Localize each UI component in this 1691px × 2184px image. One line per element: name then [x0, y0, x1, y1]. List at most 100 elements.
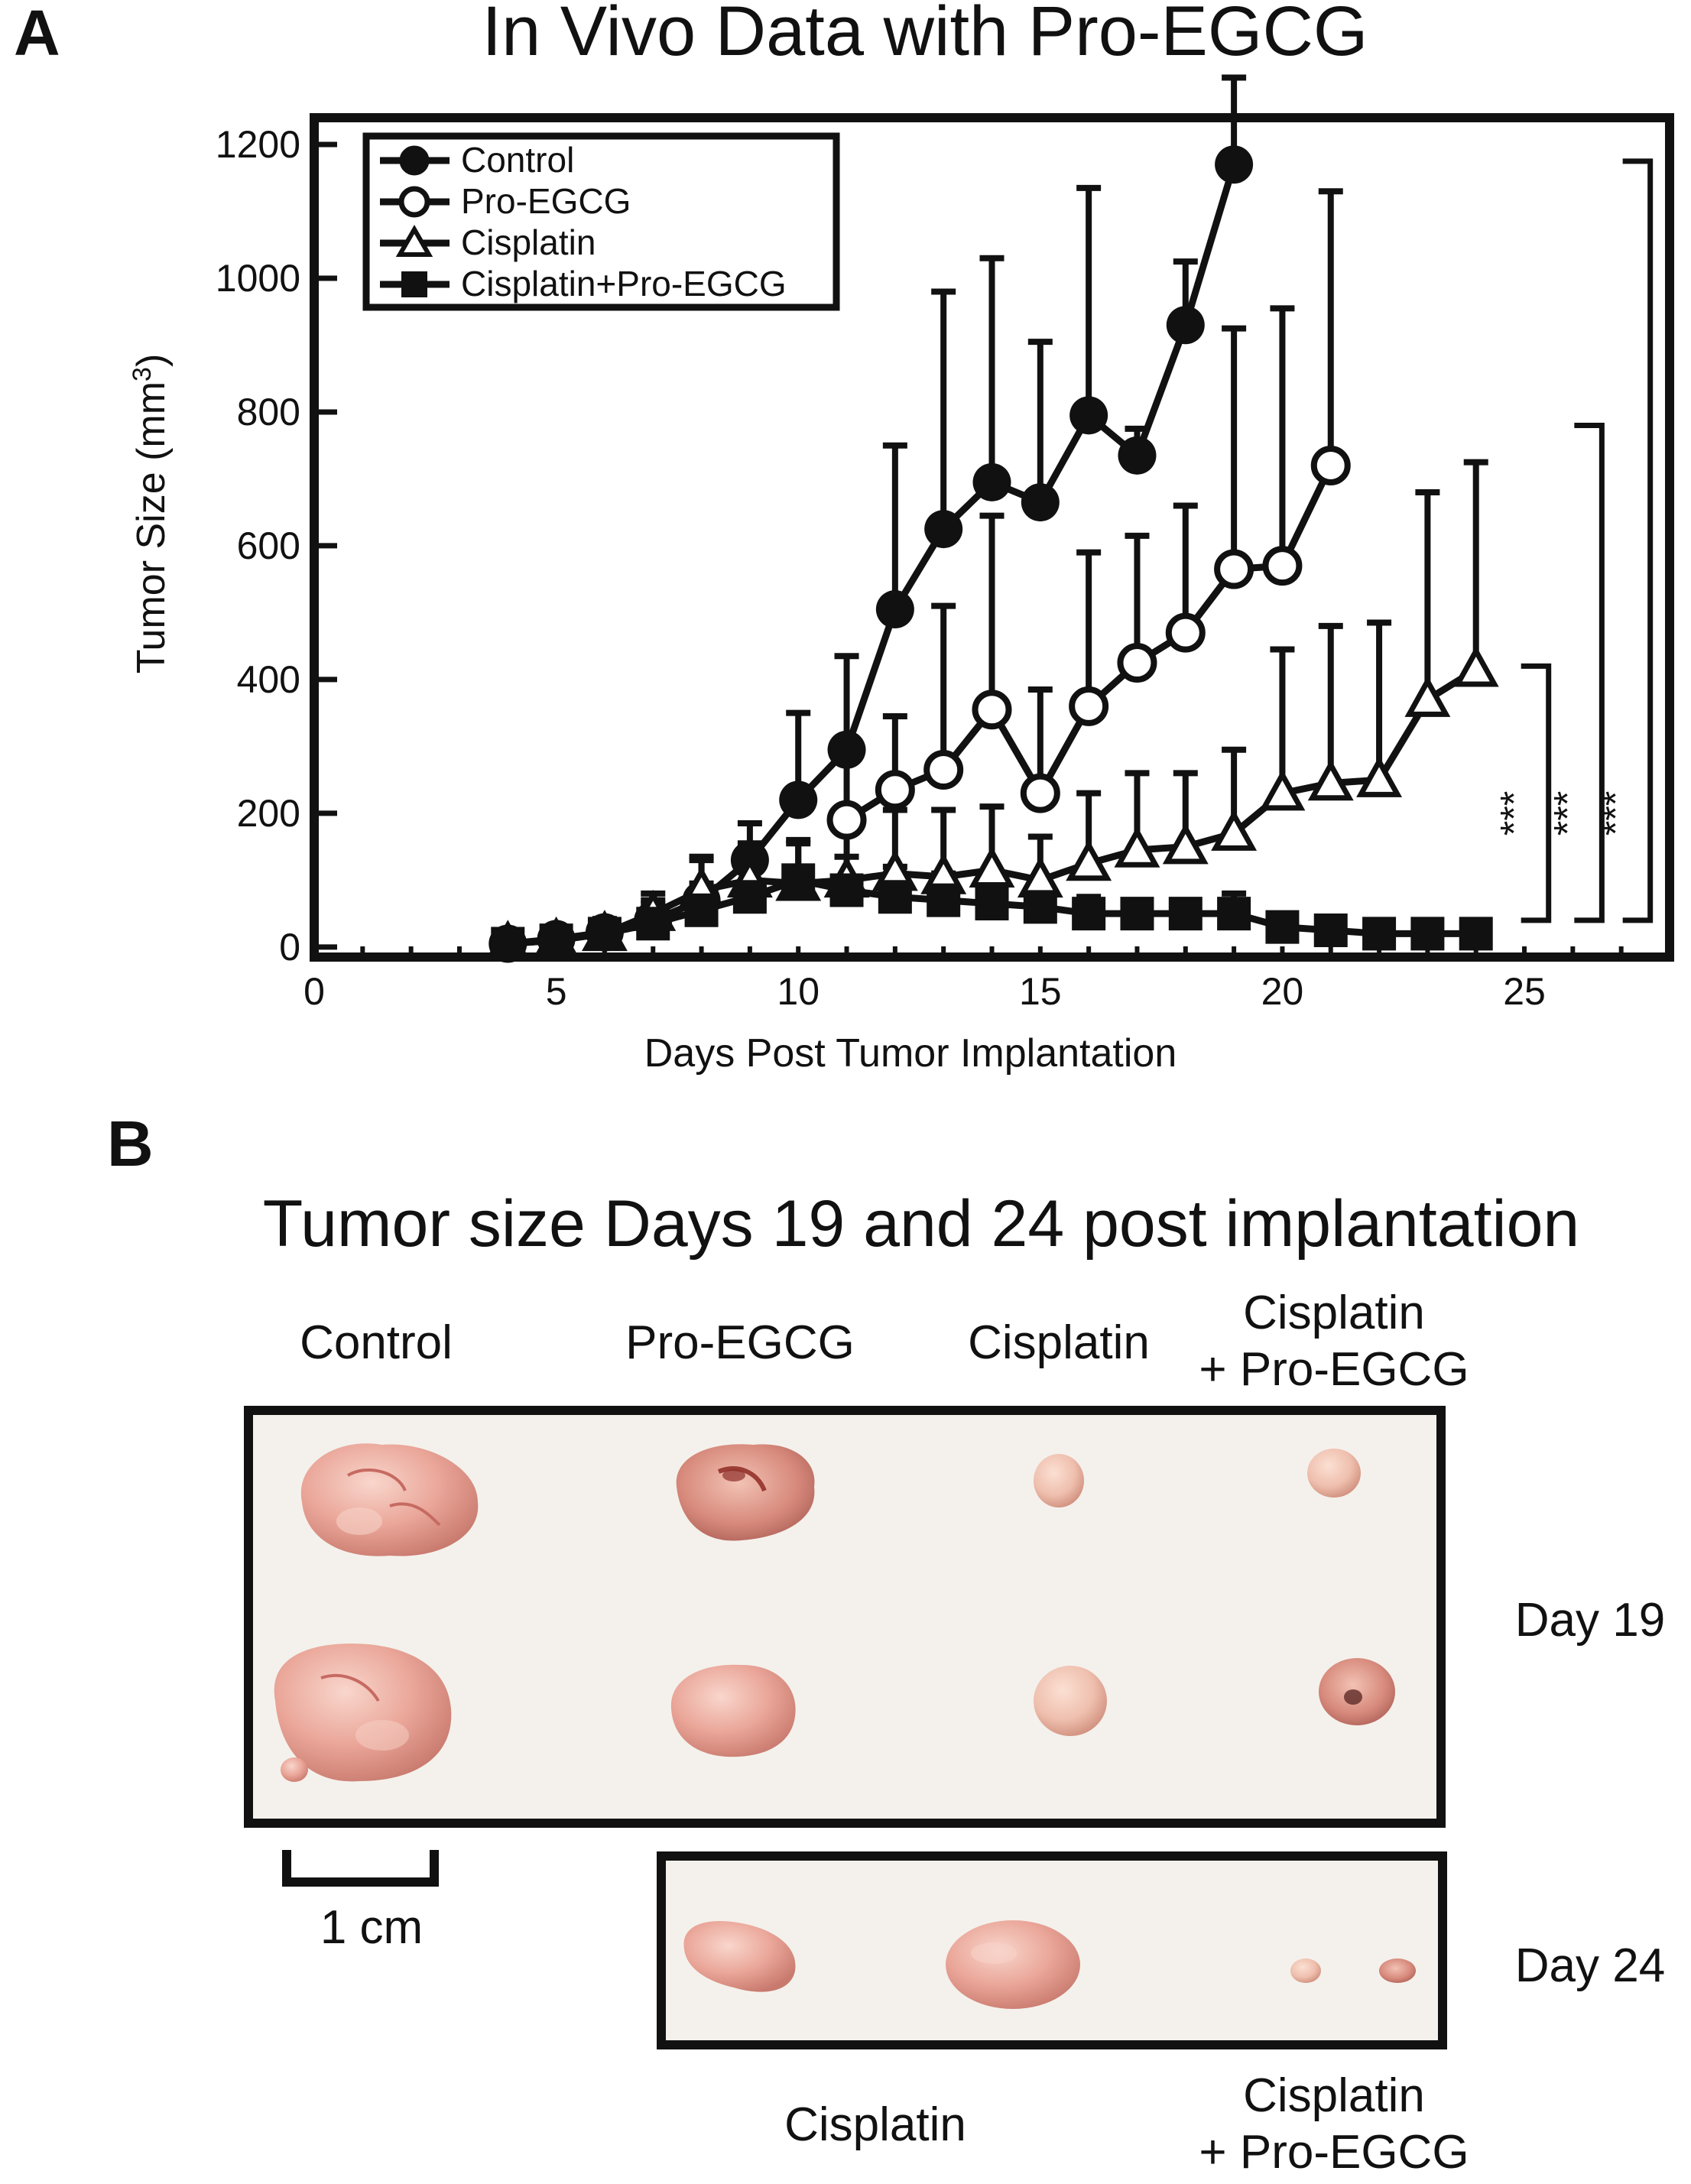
bottom-label-combo-line2: + Pro-EGCG — [1199, 2126, 1469, 2179]
significance-bracket-1 — [1521, 663, 1552, 923]
data-point-cisplatin-pro-egcg — [927, 883, 961, 917]
legend-box — [362, 132, 840, 311]
column-label-combo-line2: + Pro-EGCG — [1199, 1343, 1469, 1396]
data-point-cisplatin-pro-egcg — [1072, 897, 1106, 931]
tumor-pro-egcg-2 — [670, 1664, 796, 1757]
panel-b-letter: B — [107, 1108, 154, 1180]
data-point-cisplatin — [1066, 839, 1112, 881]
data-point-cisplatin-pro-egcg — [1459, 917, 1493, 951]
y-tick-label: 1000 — [216, 257, 300, 300]
data-point-pro-egcg — [1262, 546, 1303, 586]
data-point-cisplatin-pro-egcg — [1168, 897, 1203, 931]
data-point-cisplatin-pro-egcg — [1023, 890, 1057, 924]
data-point-cisplatin-pro-egcg — [1362, 917, 1397, 951]
data-point-control — [875, 590, 914, 629]
legend-label-pro-egcg: Pro-EGCG — [461, 181, 631, 221]
data-point-cisplatin — [1211, 809, 1258, 851]
y-tick-label: 1200 — [216, 123, 300, 166]
tumor-combo-1 — [1307, 1449, 1361, 1498]
legend-item-cisplatin: Cisplatin — [380, 222, 596, 262]
tumor-cisplatin-1 — [1034, 1454, 1084, 1507]
significance-label-2: *** — [1546, 791, 1589, 836]
x-axis-label: Days Post Tumor Implantation — [644, 1031, 1177, 1076]
data-point-cisplatin — [1259, 769, 1306, 811]
data-point-cisplatin-pro-egcg — [1217, 897, 1251, 931]
data-point-control — [924, 510, 963, 549]
bottom-label-cisplatin: Cisplatin — [784, 2098, 966, 2151]
data-point-cisplatin-pro-egcg — [732, 880, 767, 914]
significance-bracket-3 — [1622, 158, 1654, 923]
x-tick-label: 20 — [1261, 970, 1304, 1013]
data-point-control — [1215, 145, 1254, 184]
tumor-pro-egcg-1 — [676, 1444, 815, 1541]
significance-bracket-2 — [1574, 422, 1605, 923]
tumor-control-1 — [300, 1443, 479, 1556]
data-point-cisplatin — [1114, 826, 1160, 868]
data-point-cisplatin — [1356, 755, 1403, 797]
tumor-combo-2 — [1319, 1658, 1395, 1725]
column-label-pro-egcg: Pro-EGCG — [625, 1316, 855, 1369]
data-point-cisplatin-pro-egcg — [1120, 897, 1154, 931]
data-point-cisplatin-pro-egcg — [1265, 910, 1300, 944]
data-point-cisplatin-pro-egcg — [587, 917, 622, 951]
data-point-cisplatin — [969, 846, 1015, 888]
y-axis-label: Tumor Size (mm3) — [128, 354, 174, 674]
y-axis: 0 200 400 600 800 1000 1200 — [216, 123, 337, 969]
data-point-pro-egcg — [1069, 686, 1109, 726]
day19-photo — [244, 1406, 1446, 1828]
panel-a-letter: A — [14, 0, 60, 69]
open-triangle-marker-icon — [395, 224, 433, 257]
data-point-control — [1069, 396, 1108, 435]
x-tick-label: 10 — [777, 970, 820, 1013]
data-point-cisplatin — [1307, 759, 1354, 801]
column-label-combo-line1: Cisplatin — [1243, 1287, 1425, 1339]
chart-title: In Vivo Data with Pro-EGCG — [482, 0, 1368, 70]
day24-label: Day 24 — [1515, 1939, 1665, 1992]
significance-label-3: *** — [1595, 791, 1637, 836]
series-markers — [485, 145, 1499, 963]
tumor-day24-combo-2 — [1379, 1958, 1416, 1983]
x-tick-label: 15 — [1019, 970, 1062, 1013]
column-label-control: Control — [300, 1316, 453, 1369]
data-point-cisplatin-pro-egcg — [684, 893, 719, 927]
data-point-pro-egcg — [923, 750, 964, 790]
y-tick-label: 200 — [237, 792, 300, 835]
filled-circle-marker-icon — [399, 145, 430, 176]
data-point-pro-egcg — [875, 770, 915, 810]
data-point-cisplatin — [1404, 675, 1451, 717]
data-point-cisplatin-pro-egcg — [829, 873, 864, 907]
tumor-control-2 — [274, 1644, 452, 1782]
tumor-day24-cisplatin-2 — [946, 1920, 1080, 2009]
data-point-pro-egcg — [972, 690, 1012, 730]
data-point-control — [972, 462, 1011, 501]
tumor-day24-combo-1 — [1290, 1958, 1321, 1983]
day24-photo — [657, 1851, 1447, 2049]
scale-bar: 1 cm — [282, 1850, 439, 1954]
significance-label-1: *** — [1493, 791, 1536, 836]
y-axis-label-close: ) — [129, 354, 174, 367]
data-point-cisplatin — [1162, 823, 1209, 865]
data-point-control — [1021, 483, 1060, 522]
data-point-cisplatin-pro-egcg — [1410, 917, 1445, 951]
y-axis-label-superscript: 3 — [128, 367, 157, 381]
data-point-control — [827, 730, 866, 769]
scale-bar-label: 1 cm — [320, 1901, 423, 1954]
legend-label-cisplatin-pro-egcg: Cisplatin+Pro-EGCG — [461, 264, 787, 303]
data-point-control — [1118, 436, 1157, 475]
data-point-pro-egcg — [1310, 445, 1351, 485]
legend-label-control: Control — [461, 140, 574, 180]
data-point-cisplatin-pro-egcg — [781, 863, 816, 897]
data-point-cisplatin-pro-egcg — [1313, 914, 1348, 948]
data-point-pro-egcg — [1020, 773, 1060, 813]
data-point-control — [779, 780, 818, 819]
x-tick-label: 25 — [1503, 970, 1546, 1013]
tumor-cisplatin-2 — [1034, 1666, 1107, 1736]
legend-item-pro-egcg: Pro-EGCG — [380, 181, 631, 221]
data-point-control — [1166, 306, 1205, 345]
y-tick-label: 800 — [237, 391, 300, 433]
tumor-day24-cisplatin-1 — [683, 1921, 796, 1992]
data-point-cisplatin-pro-egcg — [878, 880, 912, 914]
day19-label: Day 19 — [1515, 1594, 1665, 1647]
